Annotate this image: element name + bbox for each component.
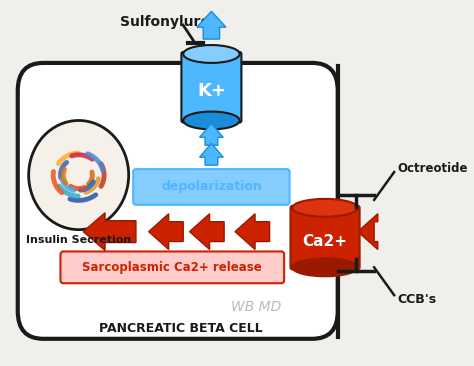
Text: CCB's: CCB's: [397, 292, 436, 306]
FancyBboxPatch shape: [291, 206, 360, 269]
FancyBboxPatch shape: [61, 251, 284, 283]
FancyArrow shape: [190, 214, 224, 250]
FancyArrow shape: [235, 214, 270, 250]
Text: Sarcoplasmic Ca2+ release: Sarcoplasmic Ca2+ release: [82, 261, 262, 274]
Text: Octreotide: Octreotide: [397, 162, 467, 175]
FancyArrow shape: [149, 214, 183, 250]
Ellipse shape: [292, 258, 358, 276]
FancyArrow shape: [197, 11, 226, 39]
FancyBboxPatch shape: [182, 52, 241, 123]
Ellipse shape: [292, 199, 358, 217]
Text: PANCREATIC BETA CELL: PANCREATIC BETA CELL: [99, 322, 263, 335]
Text: depolarization: depolarization: [161, 180, 262, 194]
FancyBboxPatch shape: [133, 169, 290, 205]
FancyArrow shape: [200, 143, 223, 165]
FancyArrow shape: [83, 213, 136, 250]
Text: Ca2+: Ca2+: [302, 234, 347, 249]
FancyBboxPatch shape: [18, 63, 338, 339]
Ellipse shape: [183, 112, 239, 130]
FancyArrow shape: [358, 214, 378, 250]
Ellipse shape: [183, 45, 239, 63]
Text: Insulin Secretion: Insulin Secretion: [26, 235, 131, 244]
Text: Sulfonylurea: Sulfonylurea: [120, 15, 219, 29]
Circle shape: [28, 120, 128, 229]
Text: K+: K+: [197, 82, 226, 100]
Text: WB MD: WB MD: [231, 300, 281, 314]
FancyArrow shape: [200, 123, 223, 145]
